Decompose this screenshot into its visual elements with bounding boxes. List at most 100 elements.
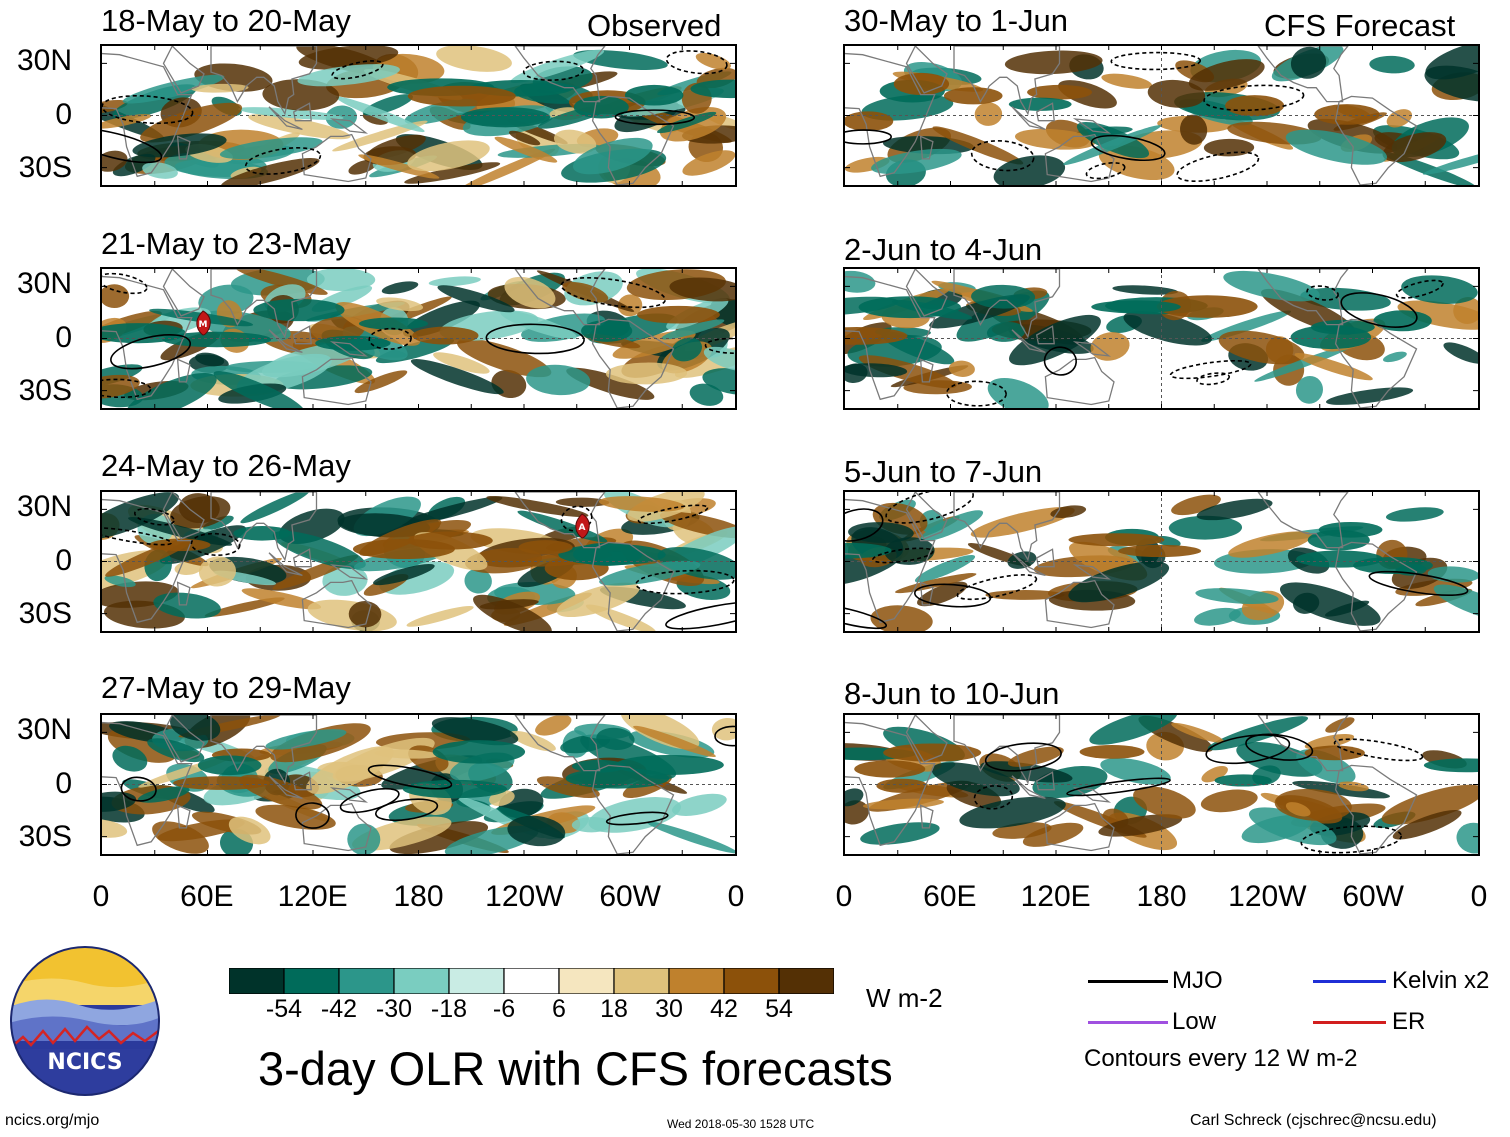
olr-anomaly-shading	[1385, 507, 1444, 522]
colorbar-box	[503, 967, 560, 995]
colorbar-box	[778, 967, 835, 995]
olr-anomaly-shading	[1325, 600, 1370, 617]
lat-label: 0	[55, 544, 72, 577]
olr-anomaly-shading	[1118, 544, 1202, 558]
colorbar-label: 54	[765, 995, 793, 1023]
coastline	[1044, 579, 1115, 629]
colorbar-box	[558, 967, 615, 995]
mjo-contour	[885, 492, 974, 524]
olr-anomaly-shading	[1200, 789, 1258, 813]
olr-anomaly-shading	[917, 581, 968, 607]
legend-label-mjo: MJO	[1172, 967, 1223, 994]
olr-anomaly-shading	[262, 79, 340, 111]
olr-anomaly-shading	[1382, 132, 1447, 163]
lon-label: 120E	[1020, 880, 1091, 913]
olr-anomaly-shading	[464, 568, 492, 594]
coastline	[102, 52, 193, 178]
olr-anomaly-shading	[1290, 46, 1327, 79]
olr-anomaly-shading	[381, 281, 419, 295]
olr-anomaly-shading	[1079, 745, 1145, 759]
olr-anomaly-shading	[1383, 351, 1407, 363]
olr-anomaly-shading	[352, 539, 455, 560]
colorbar-label: -6	[492, 995, 516, 1023]
mjo-contour	[1368, 570, 1469, 597]
olr-anomaly-shading	[845, 156, 890, 173]
olr-anomaly-shading	[401, 496, 503, 526]
coastline	[1035, 548, 1055, 568]
lat-label: 0	[55, 767, 72, 800]
olr-anomaly-shading	[1063, 125, 1162, 165]
olr-anomaly-shading	[1304, 733, 1355, 750]
olr-anomaly-shading	[695, 52, 731, 70]
olr-anomaly-shading	[943, 87, 1003, 105]
coastline	[268, 329, 303, 354]
mjo-contour	[665, 601, 735, 630]
coastline	[514, 715, 606, 772]
ncics-logo: NCICS	[9, 945, 161, 1097]
olr-anomaly-shading	[238, 107, 344, 120]
lat-label: 30S	[18, 597, 72, 630]
mjo-contour	[485, 323, 585, 355]
colorbar-label: -30	[375, 995, 413, 1023]
map-panel-observed-2	[100, 267, 737, 410]
lat-label: 30S	[18, 151, 72, 184]
coastline	[176, 358, 191, 383]
olr-anomaly-shading	[153, 592, 221, 619]
map-panel-forecast-2	[843, 267, 1480, 410]
coastline	[176, 581, 191, 606]
olr-anomaly-shading	[1433, 584, 1478, 622]
olr-anomaly-shading	[1392, 809, 1462, 840]
coastline	[905, 715, 948, 763]
mjo-contour	[1090, 134, 1166, 162]
olr-anomaly-shading	[433, 352, 490, 374]
olr-anomaly-shading	[1009, 314, 1101, 366]
coastline	[845, 52, 936, 178]
mjo-contour	[635, 569, 735, 595]
mjo-contour	[845, 508, 884, 542]
olr-anomaly-shading	[1285, 129, 1388, 165]
mjo-contour	[1333, 738, 1424, 762]
olr-anomaly-shading	[162, 331, 272, 348]
olr-anomaly-shading	[845, 363, 908, 378]
mjo-contour	[190, 532, 241, 557]
coastline	[176, 804, 191, 829]
olr-anomaly-shading	[1091, 300, 1181, 314]
olr-anomaly-shading	[1225, 95, 1285, 117]
olr-anomaly-shading	[1254, 344, 1355, 382]
olr-anomaly-shading	[306, 269, 376, 292]
colorbar-label: -18	[430, 995, 468, 1023]
mjo-contour	[133, 507, 175, 526]
panel-title: 24-May to 26-May	[101, 448, 351, 483]
coastline	[905, 269, 948, 317]
olr-anomaly-shading	[178, 493, 220, 524]
olr-anomaly-shading	[565, 768, 670, 789]
mjo-contour	[331, 60, 384, 80]
coastline	[591, 764, 675, 854]
olr-anomaly-shading	[102, 284, 130, 309]
olr-anomaly-shading	[125, 373, 217, 408]
olr-anomaly-shading	[690, 79, 735, 99]
lon-label: 60W	[1342, 880, 1404, 913]
olr-anomaly-shading	[494, 136, 558, 163]
olr-anomaly-shading	[1326, 387, 1414, 405]
olr-anomaly-shading	[871, 148, 962, 175]
footer-author: Carl Schreck (cjschrec@ncsu.edu)	[1190, 1112, 1437, 1129]
coastline	[1334, 764, 1418, 854]
olr-anomaly-shading	[703, 346, 735, 372]
olr-anomaly-shading	[553, 129, 597, 154]
olr-anomaly-shading	[407, 85, 516, 107]
lat-label: 30N	[16, 44, 72, 77]
mjo-contour	[956, 574, 1038, 601]
olr-anomaly-shading	[1290, 325, 1372, 350]
olr-anomaly-shading	[1307, 118, 1398, 154]
olr-anomaly-shading	[1101, 73, 1153, 89]
olr-anomaly-shading	[876, 778, 928, 793]
coastline	[268, 552, 303, 577]
olr-anomaly-shading	[358, 154, 440, 179]
coastline	[1072, 118, 1112, 134]
olr-anomaly-shading	[507, 815, 566, 847]
olr-anomaly-shading	[473, 594, 552, 631]
mjo-contour	[714, 725, 735, 747]
coastline	[1044, 802, 1115, 852]
olr-anomaly-shading	[1456, 822, 1478, 854]
